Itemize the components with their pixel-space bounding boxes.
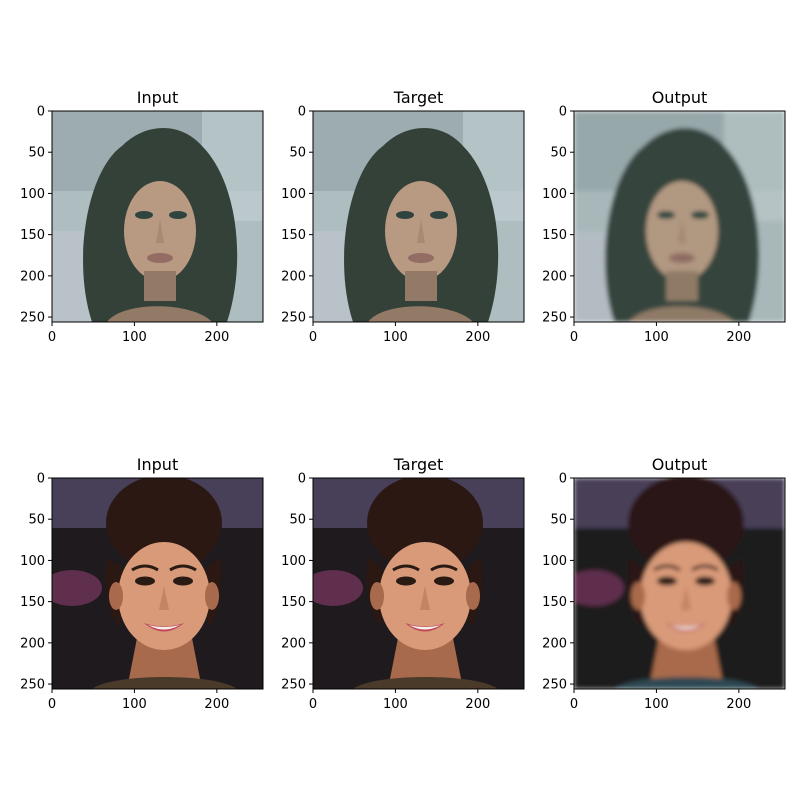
panel-title: Output xyxy=(652,88,708,107)
y-tick-label: 0 xyxy=(298,472,306,487)
y-tick-label: 250 xyxy=(281,678,306,693)
x-tick-label: 0 xyxy=(570,330,578,345)
y-tick-label: 0 xyxy=(298,105,306,120)
axes-frame xyxy=(51,110,264,323)
y-tick-label: 100 xyxy=(281,554,306,569)
y-tick-label: 250 xyxy=(281,311,306,326)
panel-title: Target xyxy=(393,455,444,474)
y-tick-label: 0 xyxy=(37,105,45,120)
x-tick-label: 100 xyxy=(383,330,408,345)
y-tick-label: 0 xyxy=(37,472,45,487)
y-tick-label: 50 xyxy=(28,513,45,528)
x-tick-label: 200 xyxy=(204,697,229,712)
y-tick-label: 200 xyxy=(542,636,567,651)
x-tick-label: 0 xyxy=(570,697,578,712)
y-tick-label: 50 xyxy=(550,146,567,161)
x-tick-label: 100 xyxy=(383,697,408,712)
y-tick-label: 150 xyxy=(281,595,306,610)
x-tick-label: 0 xyxy=(309,697,317,712)
x-tick-label: 200 xyxy=(726,697,751,712)
y-tick-label: 50 xyxy=(289,513,306,528)
y-tick-label: 100 xyxy=(20,187,45,202)
y-tick-label: 50 xyxy=(28,146,45,161)
axes-frame xyxy=(312,477,525,690)
y-tick-label: 200 xyxy=(20,269,45,284)
y-tick-label: 100 xyxy=(542,554,567,569)
y-tick-label: 50 xyxy=(550,513,567,528)
x-tick-label: 200 xyxy=(726,330,751,345)
photo xyxy=(574,478,785,689)
panel-title: Target xyxy=(393,88,444,107)
axes-frame xyxy=(573,477,786,690)
y-tick-label: 250 xyxy=(542,678,567,693)
axes-frame xyxy=(312,110,525,323)
y-tick-label: 0 xyxy=(559,105,567,120)
panel-title: Output xyxy=(652,455,708,474)
y-tick-label: 150 xyxy=(20,228,45,243)
x-tick-label: 0 xyxy=(309,330,317,345)
y-tick-label: 200 xyxy=(281,269,306,284)
y-tick-label: 150 xyxy=(542,228,567,243)
photo xyxy=(52,478,263,689)
x-tick-label: 200 xyxy=(465,697,490,712)
y-tick-label: 250 xyxy=(20,311,45,326)
y-tick-label: 150 xyxy=(542,595,567,610)
x-tick-label: 0 xyxy=(48,697,56,712)
x-tick-label: 0 xyxy=(48,330,56,345)
y-tick-label: 200 xyxy=(20,636,45,651)
y-tick-label: 200 xyxy=(281,636,306,651)
panel-title: Input xyxy=(137,455,178,474)
axes-frame xyxy=(51,477,264,690)
photo xyxy=(52,111,263,322)
x-tick-label: 100 xyxy=(644,697,669,712)
y-tick-label: 150 xyxy=(281,228,306,243)
y-tick-label: 150 xyxy=(20,595,45,610)
x-tick-label: 200 xyxy=(204,330,229,345)
y-tick-label: 50 xyxy=(289,146,306,161)
y-tick-label: 100 xyxy=(281,187,306,202)
y-tick-label: 100 xyxy=(20,554,45,569)
photo xyxy=(313,478,524,689)
y-tick-label: 250 xyxy=(542,311,567,326)
photo xyxy=(313,111,524,322)
x-tick-label: 200 xyxy=(465,330,490,345)
axes-frame xyxy=(573,110,786,323)
y-tick-label: 200 xyxy=(542,269,567,284)
y-tick-label: 100 xyxy=(542,187,567,202)
x-tick-label: 100 xyxy=(122,330,147,345)
y-tick-label: 250 xyxy=(20,678,45,693)
x-tick-label: 100 xyxy=(644,330,669,345)
x-tick-label: 100 xyxy=(122,697,147,712)
panel-title: Input xyxy=(137,88,178,107)
y-tick-label: 0 xyxy=(559,472,567,487)
photo xyxy=(574,111,785,322)
